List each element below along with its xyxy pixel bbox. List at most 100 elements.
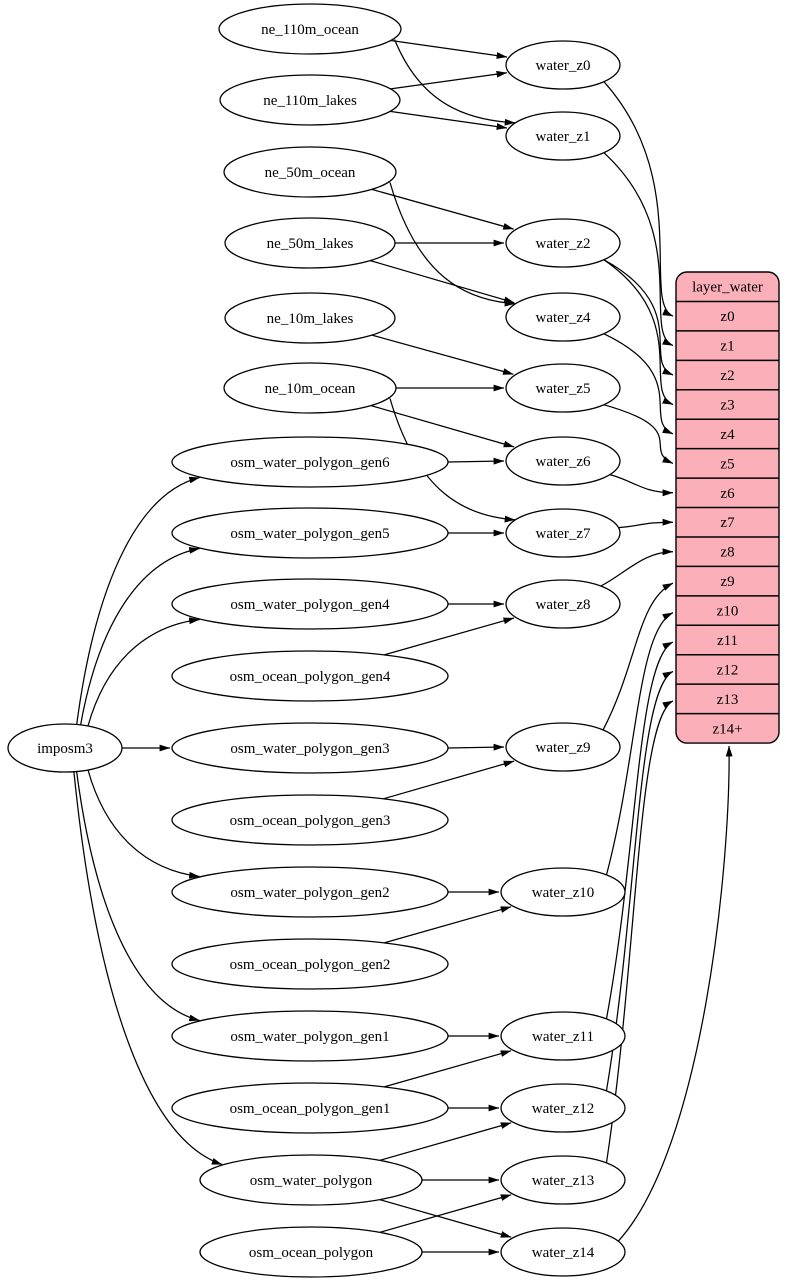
edge-ne_10m_ocean-to-water_z7 [389, 398, 516, 523]
table-row-z14+: z14+ [712, 721, 742, 737]
node-label-osm_water_polygon_gen6: osm_water_polygon_gen6 [230, 455, 390, 471]
node-ellipse-osm_ocean_polygon_gen1 [171, 1082, 449, 1134]
node-label-osm_ocean_polygon: osm_ocean_polygon [249, 1245, 374, 1261]
node-ellipse-ne_110m_lakes [219, 74, 401, 126]
edge-osm_water_polygon-to-water_z12 [379, 1122, 512, 1162]
node-osm_ocean_polygon_gen2: osm_ocean_polygon_gen2 [171, 938, 449, 990]
edge-osm_water_polygon-to-water_z14 [379, 1198, 512, 1238]
table-row-z7: z7 [720, 515, 735, 531]
edge-water_z13-to-row-z13 [605, 700, 674, 1164]
node-label-water_z8: water_z8 [536, 597, 591, 613]
edge-water_z12-to-row-z12 [605, 670, 674, 1092]
table-row-z2: z2 [720, 368, 734, 384]
node-ellipse-water_z14 [500, 1227, 626, 1277]
table-row-z9: z9 [720, 574, 734, 590]
node-label-osm_ocean_polygon_gen4: osm_ocean_polygon_gen4 [230, 669, 391, 685]
node-label-ne_110m_lakes: ne_110m_lakes [263, 93, 357, 109]
edge-ne_110m_lakes-to-water_z1 [390, 110, 508, 130]
node-water_z4: water_z4 [505, 292, 621, 342]
node-osm_water_polygon_gen4: osm_water_polygon_gen4 [171, 578, 449, 630]
node-label-water_z9: water_z9 [536, 740, 591, 756]
node-ne_110m_ocean: ne_110m_ocean [218, 3, 402, 55]
node-label-osm_water_polygon_gen3: osm_water_polygon_gen3 [230, 741, 389, 757]
node-label-water_z11: water_z11 [532, 1029, 594, 1045]
node-osm_ocean_polygon_gen3: osm_ocean_polygon_gen3 [171, 794, 449, 846]
node-ne_50m_ocean: ne_50m_ocean [223, 146, 397, 198]
edge-water_z10-to-row-z10 [605, 612, 674, 876]
edge-osm_water_polygon_gen3-to-water_z9 [447, 743, 505, 751]
edge-imposm3-to-osm_water_polygon_gen1 [75, 771, 200, 1022]
node-label-osm_ocean_polygon_gen1: osm_ocean_polygon_gen1 [230, 1101, 391, 1117]
node-ellipse-water_z2 [505, 218, 621, 268]
table-row-z4: z4 [720, 427, 735, 443]
node-label-water_z1: water_z1 [536, 129, 591, 145]
node-ellipse-osm_water_polygon_gen5 [171, 507, 449, 559]
edge-ne_10m_ocean-to-water_z6 [370, 404, 515, 448]
edge-osm_ocean_polygon_gen3-to-water_z9 [383, 760, 515, 800]
node-ellipse-water_z7 [505, 508, 621, 558]
node-water_z10: water_z10 [500, 867, 626, 917]
node-osm_ocean_polygon_gen4: osm_ocean_polygon_gen4 [171, 650, 449, 702]
table-row-z0: z0 [720, 309, 734, 325]
edge-osm_ocean_polygon_gen2-to-water_z10 [383, 906, 512, 944]
edge-ne_50m_lakes-to-water_z4 [370, 260, 515, 304]
edge-ne_110m_ocean-to-water_z1 [394, 39, 516, 126]
node-label-water_z6: water_z6 [536, 454, 591, 470]
edge-osm_water_polygon_gen6-to-water_z6 [447, 457, 505, 465]
node-ellipse-ne_10m_lakes [224, 292, 396, 344]
node-water_z11: water_z11 [500, 1011, 626, 1061]
edge-ne_10m_lakes-to-water_z5 [371, 334, 514, 375]
node-osm_water_polygon_gen5: osm_water_polygon_gen5 [171, 507, 449, 559]
node-label-osm_ocean_polygon_gen3: osm_ocean_polygon_gen3 [230, 813, 391, 829]
edge-ne_110m_lakes-to-water_z0 [390, 70, 508, 90]
edge-water_z2-to-row-z3 [603, 259, 674, 406]
edge-ne_110m_ocean-to-water_z0 [390, 39, 508, 59]
node-ellipse-osm_water_polygon_gen1 [171, 1010, 449, 1062]
node-ellipse-osm_water_polygon_gen4 [171, 578, 449, 630]
edge-water_z9-to-row-z9 [602, 582, 674, 731]
table-row-z8: z8 [720, 545, 734, 561]
node-ellipse-osm_ocean_polygon_gen2 [171, 938, 449, 990]
node-ellipse-water_z11 [500, 1011, 626, 1061]
edge-water_z8-to-row-z8 [600, 548, 674, 587]
node-label-imposm3: imposm3 [37, 741, 93, 757]
node-ellipse-water_z13 [500, 1155, 626, 1205]
node-label-osm_water_polygon: osm_water_polygon [250, 1173, 373, 1189]
edge-imposm3-to-osm_water_polygon_gen4 [87, 617, 200, 727]
node-water_z0: water_z0 [505, 40, 621, 90]
node-ne_110m_lakes: ne_110m_lakes [219, 74, 401, 126]
node-label-osm_ocean_polygon_gen2: osm_ocean_polygon_gen2 [230, 957, 391, 973]
node-ellipse-water_z12 [500, 1083, 626, 1133]
edge-water_z7-to-row-z7 [618, 518, 674, 529]
node-ellipse-ne_10m_ocean [223, 362, 397, 414]
node-imposm3: imposm3 [7, 723, 123, 773]
node-ellipse-osm_water_polygon [199, 1154, 423, 1206]
node-water_z6: water_z6 [505, 436, 621, 486]
node-label-osm_water_polygon_gen2: osm_water_polygon_gen2 [230, 885, 389, 901]
node-ellipse-water_z10 [500, 867, 626, 917]
node-ellipse-osm_water_polygon_gen3 [171, 722, 449, 774]
node-label-osm_water_polygon_gen5: osm_water_polygon_gen5 [230, 526, 389, 542]
node-label-water_z10: water_z10 [532, 885, 594, 901]
node-water_z5: water_z5 [505, 363, 621, 413]
node-ellipse-water_z0 [505, 40, 621, 90]
edge-imposm3-to-osm_water_polygon_gen5 [79, 547, 200, 726]
node-ne_10m_ocean: ne_10m_ocean [223, 362, 397, 414]
node-ne_50m_lakes: ne_50m_lakes [224, 217, 396, 269]
edge-water_z14-to-row-z14+ [617, 745, 733, 1243]
node-label-osm_water_polygon_gen4: osm_water_polygon_gen4 [230, 597, 390, 613]
node-label-ne_10m_ocean: ne_10m_ocean [265, 381, 356, 397]
edge-ne_50m_ocean-to-water_z4 [389, 182, 516, 307]
edge-imposm3-to-osm_water_polygon [73, 771, 223, 1166]
node-water_z12: water_z12 [500, 1083, 626, 1133]
edges-layer [73, 39, 733, 1256]
node-ellipse-osm_water_polygon_gen2 [171, 866, 449, 918]
node-ellipse-osm_ocean_polygon_gen4 [171, 650, 449, 702]
node-label-osm_water_polygon_gen1: osm_water_polygon_gen1 [230, 1029, 389, 1045]
node-label-water_z7: water_z7 [536, 526, 591, 542]
node-water_z2: water_z2 [505, 218, 621, 268]
edge-osm_ocean_polygon_gen4-to-water_z8 [383, 617, 515, 656]
node-water_z13: water_z13 [500, 1155, 626, 1205]
